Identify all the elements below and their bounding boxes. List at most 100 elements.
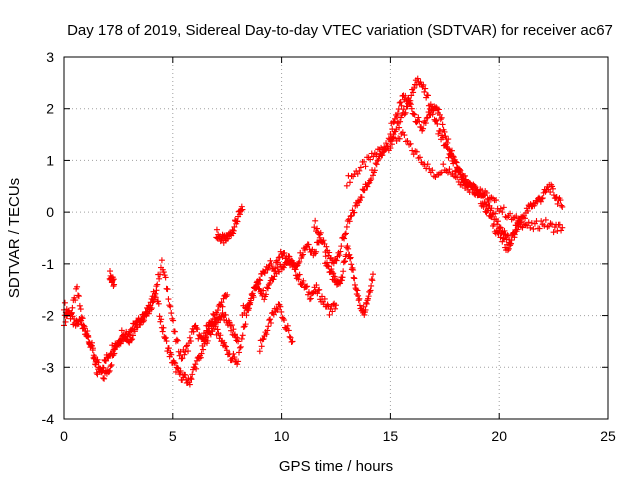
data-point (538, 218, 545, 225)
data-point (511, 234, 518, 241)
data-point (271, 268, 278, 275)
data-point (324, 262, 331, 269)
data-point (383, 140, 390, 147)
x-tick-label: 15 (383, 428, 399, 444)
data-point (505, 245, 512, 252)
data-point (362, 306, 369, 313)
data-point (231, 354, 238, 361)
data-point (245, 305, 252, 312)
data-point (397, 118, 404, 125)
data-point (234, 334, 241, 341)
data-point (402, 92, 409, 99)
data-point (75, 293, 82, 300)
data-point (74, 283, 81, 290)
data-point (231, 223, 238, 230)
data-point (270, 276, 277, 283)
data-point (193, 365, 200, 372)
data-point (115, 340, 122, 347)
data-point (313, 282, 320, 289)
data-point (341, 235, 348, 242)
data-point (441, 128, 448, 135)
data-point (238, 335, 245, 342)
data-point (289, 338, 296, 345)
data-point (186, 381, 193, 388)
data-point (480, 203, 487, 210)
data-point (417, 79, 424, 86)
data-point (343, 223, 350, 230)
data-point (288, 338, 295, 345)
data-point (433, 117, 440, 124)
data-point (407, 140, 414, 147)
data-point (422, 85, 429, 92)
data-point (173, 336, 180, 343)
data-point (81, 323, 88, 330)
data-point (466, 189, 473, 196)
data-point (421, 88, 428, 95)
data-point (295, 260, 302, 267)
data-point (497, 234, 504, 241)
data-point (80, 322, 87, 329)
data-point (61, 299, 68, 306)
data-point (435, 106, 442, 113)
data-point (406, 97, 413, 104)
data-point (223, 347, 230, 354)
data-point (426, 165, 433, 172)
data-point (439, 121, 446, 128)
data-point (98, 369, 105, 376)
data-point (164, 286, 171, 293)
data-point (255, 280, 262, 287)
data-point (110, 276, 117, 283)
data-point (323, 243, 330, 250)
data-point (268, 260, 275, 267)
data-point (287, 334, 294, 341)
data-point (348, 261, 355, 268)
data-point (423, 115, 430, 122)
data-point (558, 202, 565, 209)
data-point (296, 271, 303, 278)
data-point (413, 119, 420, 126)
data-point (259, 292, 266, 299)
data-point (373, 161, 380, 168)
data-point (145, 310, 152, 317)
data-point (454, 164, 461, 171)
data-point (179, 355, 186, 362)
data-point (147, 299, 154, 306)
data-point (499, 238, 506, 245)
data-point (152, 290, 159, 297)
series-track-5 (213, 203, 246, 246)
data-point (260, 335, 267, 342)
data-point (256, 276, 263, 283)
y-tick-label: 2 (46, 101, 54, 117)
data-point (367, 177, 374, 184)
data-point (218, 299, 225, 306)
data-point (500, 204, 507, 211)
data-point (525, 219, 532, 226)
data-point (402, 109, 409, 116)
series-track-3 (106, 268, 118, 290)
data-point (413, 148, 420, 155)
data-point (398, 102, 405, 109)
data-point (337, 280, 344, 287)
data-point (130, 332, 137, 339)
data-point (453, 159, 460, 166)
data-point (368, 176, 375, 183)
data-point (489, 213, 496, 220)
data-point (77, 306, 84, 313)
data-point (178, 355, 185, 362)
x-tick-label: 0 (60, 428, 68, 444)
axis-ticks: 0 5 10 15 20 25 -4 -3 -2 -1 0 1 2 3 (42, 49, 616, 444)
data-point (391, 118, 398, 125)
y-tick-label: 1 (46, 152, 54, 168)
data-point (471, 184, 478, 191)
data-point (347, 254, 354, 261)
data-point (79, 315, 86, 322)
data-point (322, 253, 329, 260)
data-point (276, 268, 283, 275)
data-point (368, 282, 375, 289)
data-point (185, 348, 192, 355)
data-point (239, 206, 246, 213)
data-point (231, 331, 238, 338)
data-point (504, 247, 511, 254)
data-point (230, 227, 237, 234)
data-point (246, 301, 253, 308)
